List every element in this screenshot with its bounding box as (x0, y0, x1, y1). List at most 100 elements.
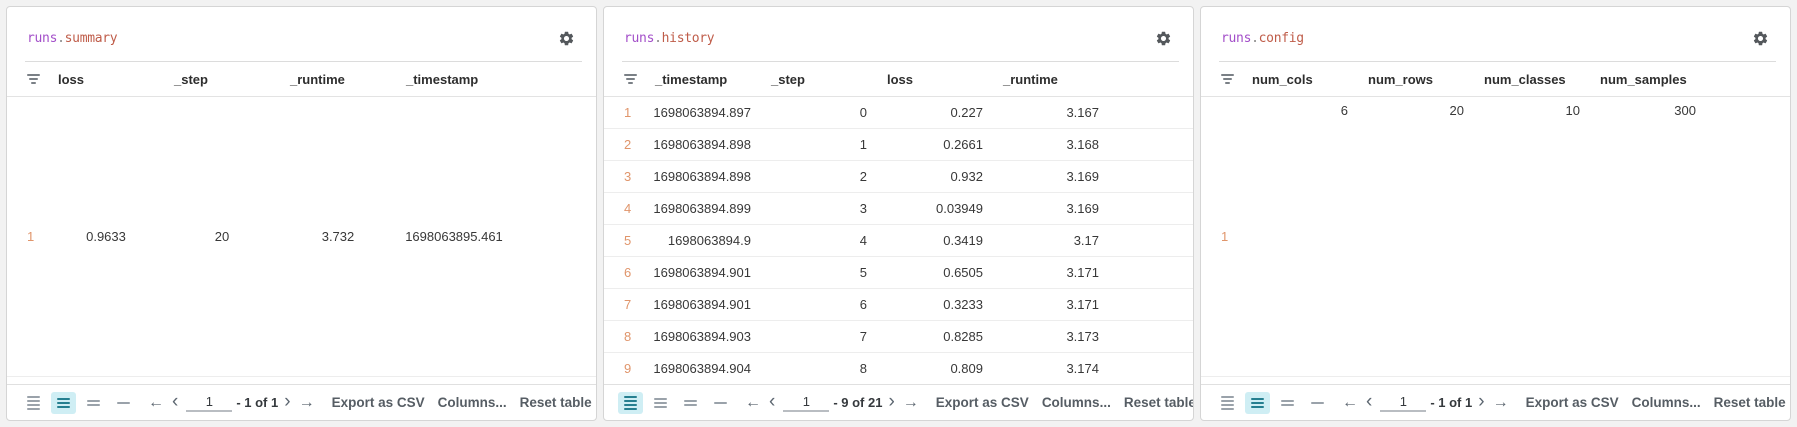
row-height-small-icon[interactable] (1215, 392, 1240, 414)
columns-button[interactable]: Columns... (437, 395, 507, 410)
reset-table-button[interactable]: Reset table (1123, 395, 1194, 410)
column-header-num-cols[interactable]: num_cols (1252, 71, 1313, 87)
row-index: 1 (624, 105, 632, 120)
last-page-icon[interactable]: → (1492, 393, 1509, 411)
filter-icon[interactable] (1221, 74, 1242, 84)
table-cell: 1698063894.901 (653, 265, 751, 280)
row-height-large-icon[interactable] (678, 392, 703, 414)
export-csv-button[interactable]: Export as CSV (331, 395, 425, 410)
column-header-loss[interactable]: loss (887, 71, 914, 87)
page-input[interactable] (1380, 393, 1427, 412)
row-index: 9 (624, 361, 632, 376)
settings-gear-icon[interactable] (1752, 29, 1770, 47)
row-index: 3 (624, 169, 632, 184)
table-row[interactable]: 1 0.9633 20 3.732 1698063895.461 (7, 97, 596, 377)
column-header-runtime[interactable]: _runtime (290, 71, 345, 87)
column-header-runtime[interactable]: _runtime (1003, 71, 1058, 87)
row-height-small-icon[interactable] (618, 391, 643, 414)
first-page-icon[interactable]: ← (745, 393, 761, 411)
table-cell: 6 (859, 297, 867, 312)
page-range-label: - 9 of 21 (833, 395, 883, 410)
table-cell: 1 (859, 137, 867, 152)
table-cell: 0.227 (950, 105, 983, 120)
row-height-medium-icon[interactable] (51, 391, 76, 414)
panel-title-bar: runs.config (1219, 7, 1776, 62)
column-header-num-samples[interactable]: num_samples (1600, 71, 1687, 87)
last-page-icon[interactable]: → (298, 393, 315, 411)
table-row[interactable]: 9 1698063894.904 8 0.809 3.174 (604, 353, 1193, 384)
first-page-icon[interactable]: ← (1342, 393, 1358, 411)
columns-button[interactable]: Columns... (1041, 395, 1111, 410)
table-cell: 5 (859, 265, 867, 280)
row-height-xlarge-icon[interactable] (111, 392, 136, 414)
panel-title-bar: runs.history (622, 7, 1179, 62)
panel-title-bar: runs.summary (25, 7, 582, 62)
table-cell: 1698063894.9 (667, 233, 751, 248)
table-header-row: num_cols num_rows num_classes num_sample… (1201, 62, 1790, 97)
table-row[interactable]: 2 1698063894.898 1 0.2661 3.168 (604, 129, 1193, 161)
next-page-icon[interactable]: › (284, 391, 291, 412)
columns-button[interactable]: Columns... (1631, 395, 1701, 410)
title-key: summary (64, 30, 118, 46)
row-height-large-icon[interactable] (1275, 392, 1300, 414)
next-page-icon[interactable]: › (1478, 391, 1485, 412)
export-csv-button[interactable]: Export as CSV (1525, 395, 1619, 410)
table-row[interactable]: 1 1698063894.897 0 0.227 3.167 (604, 97, 1193, 129)
table-cell: 0.8285 (943, 329, 983, 344)
row-index: 4 (624, 201, 632, 216)
row-height-medium-icon[interactable] (1245, 391, 1270, 414)
panel-title: runs.history (624, 30, 715, 46)
next-page-icon[interactable]: › (888, 391, 895, 412)
column-header-timestamp[interactable]: _timestamp (406, 71, 479, 87)
column-header-num-rows[interactable]: num_rows (1368, 71, 1434, 87)
table-row[interactable]: 3 1698063894.898 2 0.932 3.169 (604, 161, 1193, 193)
table-row[interactable]: 5 1698063894.9 4 0.3419 3.17 (604, 225, 1193, 257)
title-key: history (661, 30, 715, 46)
table-row[interactable]: 7 1698063894.901 6 0.3233 3.171 (604, 289, 1193, 321)
reset-table-button[interactable]: Reset table (519, 395, 592, 410)
page-input[interactable] (186, 393, 233, 412)
table-cell: 8 (859, 361, 867, 376)
table-cell: 4 (859, 233, 867, 248)
last-page-icon[interactable]: → (902, 393, 919, 411)
panel-title: runs.config (1221, 31, 1304, 46)
table-row[interactable]: 1 6 20 10 300 (1201, 97, 1790, 377)
title-separator: . (57, 30, 65, 46)
table-row[interactable]: 4 1698063894.899 3 0.03949 3.169 (604, 193, 1193, 225)
column-header-step[interactable]: _step (771, 71, 805, 87)
column-header-num-classes[interactable]: num_classes (1484, 71, 1566, 87)
column-header-loss[interactable]: loss (58, 71, 85, 87)
table-row[interactable]: 8 1698063894.903 7 0.8285 3.173 (604, 321, 1193, 353)
column-header-timestamp[interactable]: _timestamp (655, 71, 728, 87)
table-cell: 20 (1449, 103, 1464, 118)
settings-gear-icon[interactable] (558, 29, 576, 47)
table-cell: 1698063894.903 (653, 329, 751, 344)
table-cell: 300 (1674, 103, 1696, 118)
row-height-xlarge-icon[interactable] (708, 392, 733, 414)
row-height-small-icon[interactable] (21, 392, 46, 414)
table-cell: 3.167 (1066, 105, 1099, 120)
export-csv-button[interactable]: Export as CSV (935, 395, 1029, 410)
prev-page-icon[interactable]: ‹ (172, 391, 179, 412)
table-cell: 0 (859, 105, 867, 120)
table-row[interactable]: 6 1698063894.901 5 0.6505 3.171 (604, 257, 1193, 289)
row-height-medium-icon[interactable] (648, 392, 673, 414)
page-input[interactable] (783, 393, 830, 412)
filter-icon[interactable] (624, 74, 645, 84)
reset-table-button[interactable]: Reset table (1713, 395, 1786, 410)
settings-gear-icon[interactable] (1155, 29, 1173, 47)
first-page-icon[interactable]: ← (148, 393, 164, 411)
filter-icon[interactable] (27, 74, 48, 84)
table-cell: 1698063894.901 (653, 297, 751, 312)
column-header-step[interactable]: _step (174, 71, 208, 87)
table-cell: 3.174 (1066, 361, 1099, 376)
table-cell: 3.17 (1073, 233, 1099, 248)
table-footer: ← ‹ - 9 of 21 › → Export as CSV Columns.… (604, 384, 1193, 420)
row-height-large-icon[interactable] (81, 392, 106, 414)
page-range-label: - 1 of 1 (236, 395, 279, 410)
row-height-options (21, 391, 136, 414)
prev-page-icon[interactable]: ‹ (1366, 391, 1373, 412)
prev-page-icon[interactable]: ‹ (769, 391, 776, 412)
row-height-xlarge-icon[interactable] (1305, 392, 1330, 414)
table-cell: 1698063894.904 (653, 361, 751, 376)
